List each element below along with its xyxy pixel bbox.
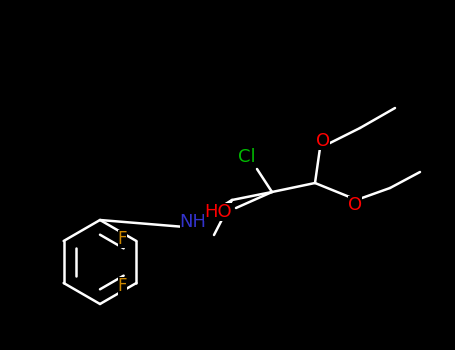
Text: F: F <box>118 230 127 248</box>
Text: F: F <box>118 277 127 295</box>
Text: O: O <box>348 196 362 214</box>
Text: Cl: Cl <box>238 148 256 166</box>
Text: NH: NH <box>180 213 207 231</box>
Text: HO: HO <box>204 203 232 221</box>
Text: O: O <box>316 132 330 150</box>
